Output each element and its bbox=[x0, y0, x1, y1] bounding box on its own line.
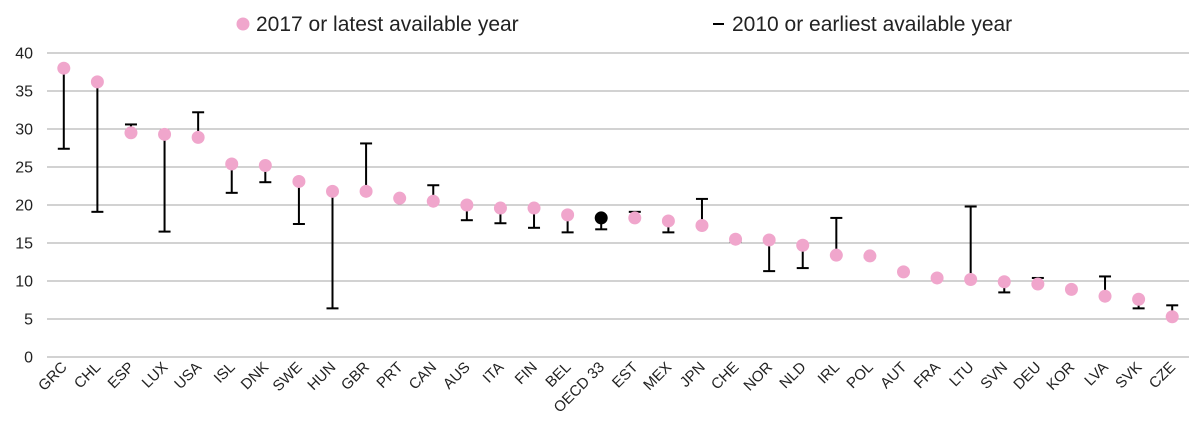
latest-point bbox=[326, 184, 339, 198]
latest-point bbox=[292, 174, 306, 188]
x-category-label: HUN bbox=[304, 359, 339, 394]
y-tick-label: 15 bbox=[15, 236, 33, 253]
x-category-label: LVA bbox=[1081, 359, 1112, 390]
latest-point bbox=[1165, 310, 1179, 324]
x-category-label: NLD bbox=[776, 359, 809, 392]
y-tick-label: 20 bbox=[15, 198, 33, 215]
latest-point bbox=[829, 248, 843, 262]
x-category-label: DEU bbox=[1010, 359, 1044, 393]
latest-point bbox=[863, 249, 877, 263]
latest-point bbox=[1132, 292, 1146, 306]
latest-point bbox=[191, 130, 205, 144]
latest-point bbox=[1064, 282, 1078, 296]
x-category-label: AUT bbox=[877, 359, 910, 392]
y-tick-label: 30 bbox=[15, 122, 33, 139]
earliest-markers bbox=[57, 111, 1179, 310]
x-category-label: USA bbox=[171, 359, 205, 393]
latest-point bbox=[1031, 277, 1045, 291]
latest-point bbox=[359, 184, 373, 198]
latest-point bbox=[661, 214, 675, 228]
x-category-label: LTU bbox=[946, 359, 977, 390]
y-tick-label: 35 bbox=[15, 84, 33, 101]
latest-point bbox=[997, 275, 1011, 289]
latest-point bbox=[158, 127, 172, 141]
latest-point bbox=[628, 211, 642, 225]
latest-point bbox=[695, 219, 709, 233]
x-category-label: EST bbox=[609, 359, 642, 392]
latest-point bbox=[493, 201, 507, 215]
gridlines bbox=[47, 52, 1189, 358]
x-category-label: SVK bbox=[1112, 359, 1145, 392]
x-category-label: ESP bbox=[105, 359, 138, 392]
y-tick-label: 10 bbox=[15, 274, 33, 291]
x-category-label: FIN bbox=[512, 359, 541, 388]
latest-point bbox=[964, 272, 978, 286]
legend: 2017 or latest available year 2010 or ea… bbox=[236, 13, 1012, 36]
legend-latest-marker bbox=[236, 17, 250, 31]
x-category-label: PRT bbox=[373, 359, 406, 392]
latest-point bbox=[393, 191, 407, 205]
legend-latest-label: 2017 or latest available year bbox=[256, 13, 519, 36]
x-category-label: NOR bbox=[740, 359, 776, 395]
latest-point bbox=[762, 233, 776, 247]
latest-point bbox=[561, 208, 575, 222]
x-category-label: SWE bbox=[270, 359, 306, 395]
x-category-label: ITA bbox=[480, 359, 508, 387]
y-axis-tick-labels: 0 5 10 15 20 25 30 35 40 bbox=[15, 46, 33, 367]
y-tick-label: 40 bbox=[15, 46, 33, 63]
x-category-label: LUX bbox=[139, 359, 172, 392]
latest-point bbox=[729, 232, 743, 246]
x-category-label: CHL bbox=[71, 359, 104, 392]
x-category-label: GRC bbox=[35, 359, 71, 395]
y-tick-label: 5 bbox=[24, 312, 33, 329]
latest-points bbox=[57, 61, 1179, 324]
x-category-label: CAN bbox=[406, 359, 440, 393]
x-category-label: CZE bbox=[1146, 359, 1179, 392]
x-category-label: FRA bbox=[911, 359, 944, 392]
latest-point bbox=[594, 211, 608, 225]
latest-point bbox=[426, 194, 440, 208]
x-category-label: ISL bbox=[211, 359, 239, 387]
latest-point bbox=[124, 126, 138, 140]
x-category-label: AUS bbox=[440, 359, 474, 393]
x-category-label: IRL bbox=[815, 359, 844, 388]
legend-earliest-label: 2010 or earliest available year bbox=[732, 13, 1012, 36]
latest-point bbox=[1098, 289, 1112, 303]
latest-point bbox=[57, 61, 71, 75]
latest-point bbox=[225, 157, 239, 171]
x-category-label: CHE bbox=[708, 359, 742, 393]
x-category-label: POL bbox=[843, 359, 876, 392]
latest-point bbox=[796, 238, 810, 252]
latest-point bbox=[527, 201, 541, 215]
x-category-label: GBR bbox=[338, 359, 373, 394]
y-tick-label: 25 bbox=[15, 160, 33, 177]
latest-point bbox=[930, 271, 944, 285]
x-category-label: JPN bbox=[677, 359, 709, 391]
latest-point bbox=[460, 198, 474, 212]
x-category-label: KOR bbox=[1043, 359, 1078, 394]
x-category-label: MEX bbox=[640, 359, 675, 394]
x-category-label: SVN bbox=[977, 359, 1011, 393]
y-tick-label: 0 bbox=[24, 350, 33, 367]
latest-point bbox=[90, 75, 104, 89]
latest-point bbox=[897, 265, 910, 279]
x-category-label: DNK bbox=[238, 359, 272, 393]
latest-point bbox=[258, 158, 272, 172]
